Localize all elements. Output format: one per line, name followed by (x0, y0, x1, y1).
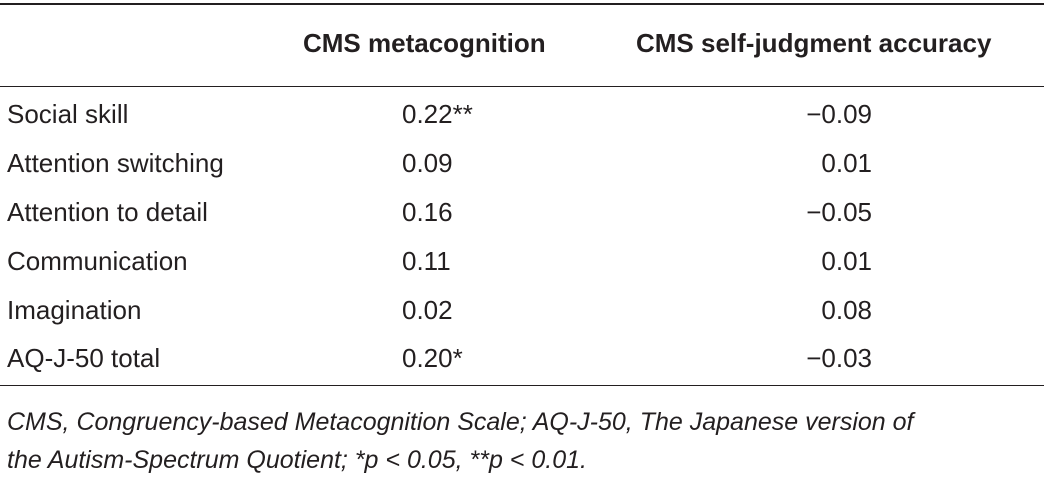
header-rule (0, 86, 1044, 87)
row-label: Attention to detail (7, 197, 208, 227)
metacognition-value: 0.22** (402, 99, 473, 129)
row-label: Attention switching (7, 148, 224, 178)
metacognition-value: 0.11 (402, 246, 451, 276)
metacognition-value: 0.02 (402, 295, 453, 325)
row-label: AQ-J-50 total (7, 343, 161, 373)
footnote-line: CMS, Congruency-based Metacognition Scal… (7, 408, 914, 436)
table-row: Imagination 0.02 0.08 (0, 293, 1044, 342)
accuracy-value: 0.01 (821, 246, 872, 276)
table-row: Communication 0.11 0.01 (0, 244, 1044, 293)
column-header-metacognition: CMS metacognition (303, 28, 546, 58)
footnote-line: the Autism-Spectrum Quotient; *p < 0.05,… (7, 446, 587, 474)
metacognition-value: 0.16 (402, 197, 453, 227)
table-bottom-rule (0, 385, 1044, 386)
row-label: Imagination (7, 295, 142, 325)
accuracy-value: −0.09 (806, 99, 872, 129)
metacognition-value: 0.20* (402, 343, 463, 373)
table-row: AQ-J-50 total 0.20* −0.03 (0, 341, 1044, 390)
table-top-rule (0, 3, 1044, 5)
accuracy-value: 0.01 (821, 148, 872, 178)
table-row: Attention switching 0.09 0.01 (0, 146, 1044, 195)
table-row: Attention to detail 0.16 −0.05 (0, 195, 1044, 244)
metacognition-value: 0.09 (402, 148, 453, 178)
accuracy-value: −0.05 (806, 197, 872, 227)
row-label: Social skill (7, 99, 129, 129)
table-footnote: CMS, Congruency-based Metacognition Scal… (7, 403, 1042, 479)
accuracy-value: 0.08 (821, 295, 872, 325)
table-row: Social skill 0.22** −0.09 (0, 97, 1044, 146)
row-label: Communication (7, 246, 188, 276)
accuracy-value: −0.03 (806, 343, 872, 373)
column-header-accuracy: CMS self-judgment accuracy (636, 28, 992, 58)
